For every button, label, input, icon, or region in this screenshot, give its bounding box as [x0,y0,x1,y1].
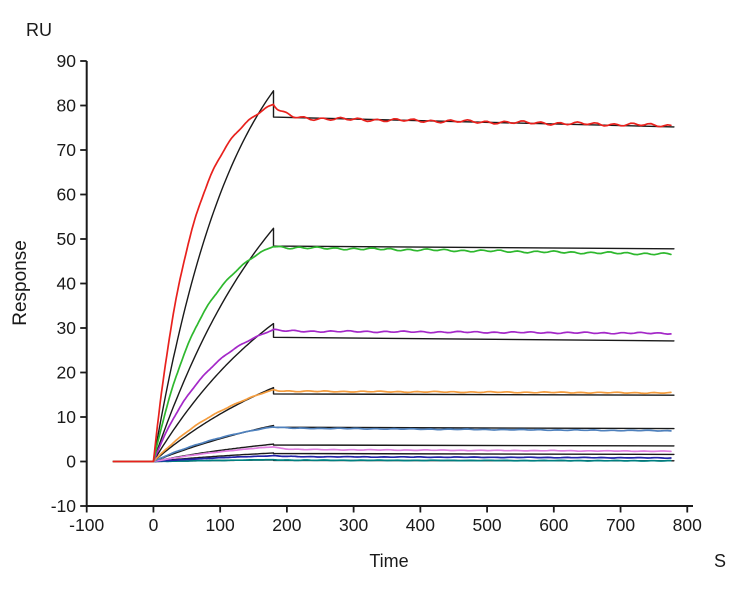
concentration-8-data [112,458,672,463]
x-tick-label: 800 [673,515,702,535]
x-tick-label: -100 [69,515,104,535]
x-tick-label: 500 [472,515,501,535]
y-tick-label: 40 [57,274,77,294]
fit-curve-6 [152,443,675,463]
concentration-4-data [112,388,672,463]
concentration-2-data [112,245,672,463]
x-tick-label: 300 [339,515,368,535]
x-tick-label: 100 [206,515,235,535]
x-tick-label: 400 [406,515,435,535]
concentration-6-data [112,446,672,463]
y-axis-title: Response [10,240,31,326]
y-axis-unit-label: RU [26,20,52,40]
y-tick-label: 90 [57,51,77,71]
concentration-7-data [112,454,672,463]
concentration-1-data [112,103,672,463]
fit-curve-1 [152,90,675,463]
concentration-5-data [112,426,672,463]
x-tick-label: 0 [149,515,159,535]
y-tick-label: -10 [51,496,77,516]
fit-curve-2 [152,227,675,463]
x-tick-label: 200 [272,515,301,535]
y-tick-label: 50 [57,229,77,249]
concentration-3-data [112,328,672,463]
y-tick-label: 0 [66,452,76,472]
y-tick-label: 80 [57,96,77,116]
y-tick-label: 20 [57,363,77,383]
y-tick-label: 70 [57,140,77,160]
y-tick-label: 10 [57,407,77,427]
x-tick-label: 600 [539,515,568,535]
x-tick-label: 700 [606,515,635,535]
y-tick-label: 30 [57,318,77,338]
y-tick-label: 60 [57,185,77,205]
x-axis-unit-label: S [713,551,726,571]
x-axis-title: Time [369,551,409,571]
